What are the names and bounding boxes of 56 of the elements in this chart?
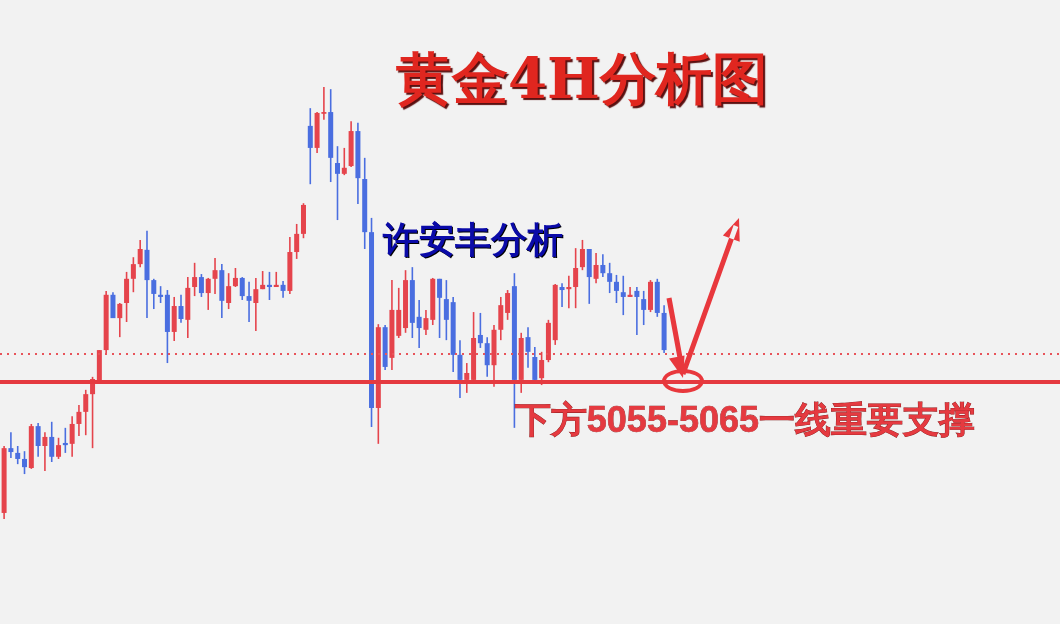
candlestick	[607, 262, 613, 294]
legend-label: 下方5055-5065一线重要支撑	[514, 399, 975, 441]
candlestick	[593, 252, 599, 284]
candlestick	[178, 293, 184, 324]
candlestick	[266, 271, 272, 301]
candlestick	[620, 274, 626, 316]
candlestick	[566, 274, 572, 309]
candlestick	[627, 286, 633, 298]
candlestick	[226, 272, 232, 310]
candlestick	[634, 286, 640, 336]
candlestick	[205, 277, 211, 311]
candlestick	[15, 445, 21, 465]
candlestick	[117, 302, 123, 338]
candlestick	[573, 247, 579, 309]
candlestick	[76, 404, 82, 437]
candlestick	[437, 278, 443, 339]
candlestick	[579, 239, 585, 271]
candlestick	[423, 309, 429, 336]
candlestick	[151, 278, 157, 310]
candlestick	[56, 436, 62, 460]
candlestick	[192, 262, 198, 297]
candlestick	[69, 415, 75, 458]
candlestick	[198, 273, 204, 298]
candlestick	[253, 277, 259, 332]
candlestick	[239, 276, 245, 301]
annotation: 许安丰分析	[383, 218, 563, 260]
candlestick	[35, 422, 41, 458]
candlestick	[307, 107, 313, 185]
candlestick	[83, 389, 89, 436]
candlestick	[49, 421, 55, 463]
candlestick	[8, 431, 14, 459]
candlestick	[246, 281, 252, 323]
candlestick	[130, 256, 136, 293]
candlestick	[62, 427, 68, 454]
candlestick	[477, 312, 483, 349]
candlestick	[212, 257, 218, 295]
candlestick	[416, 299, 422, 349]
candlestick	[137, 239, 143, 268]
candlestick	[294, 223, 300, 260]
candlestick	[341, 147, 347, 176]
candlestick	[559, 282, 565, 308]
candlestick	[525, 326, 531, 369]
candlestick	[273, 271, 279, 288]
candlestick	[505, 289, 511, 321]
candlestick	[232, 267, 238, 288]
candlestick	[110, 291, 116, 319]
candlestick	[613, 274, 619, 304]
candlestick	[532, 346, 538, 383]
candlestick	[335, 145, 340, 221]
candlestick	[641, 290, 647, 326]
candlestick	[600, 253, 606, 278]
chart-title: 黄金4H分析图	[396, 45, 768, 111]
candlestick	[484, 336, 490, 378]
candlestick	[443, 279, 449, 341]
candlestick	[22, 450, 28, 475]
candlestick	[42, 431, 48, 472]
